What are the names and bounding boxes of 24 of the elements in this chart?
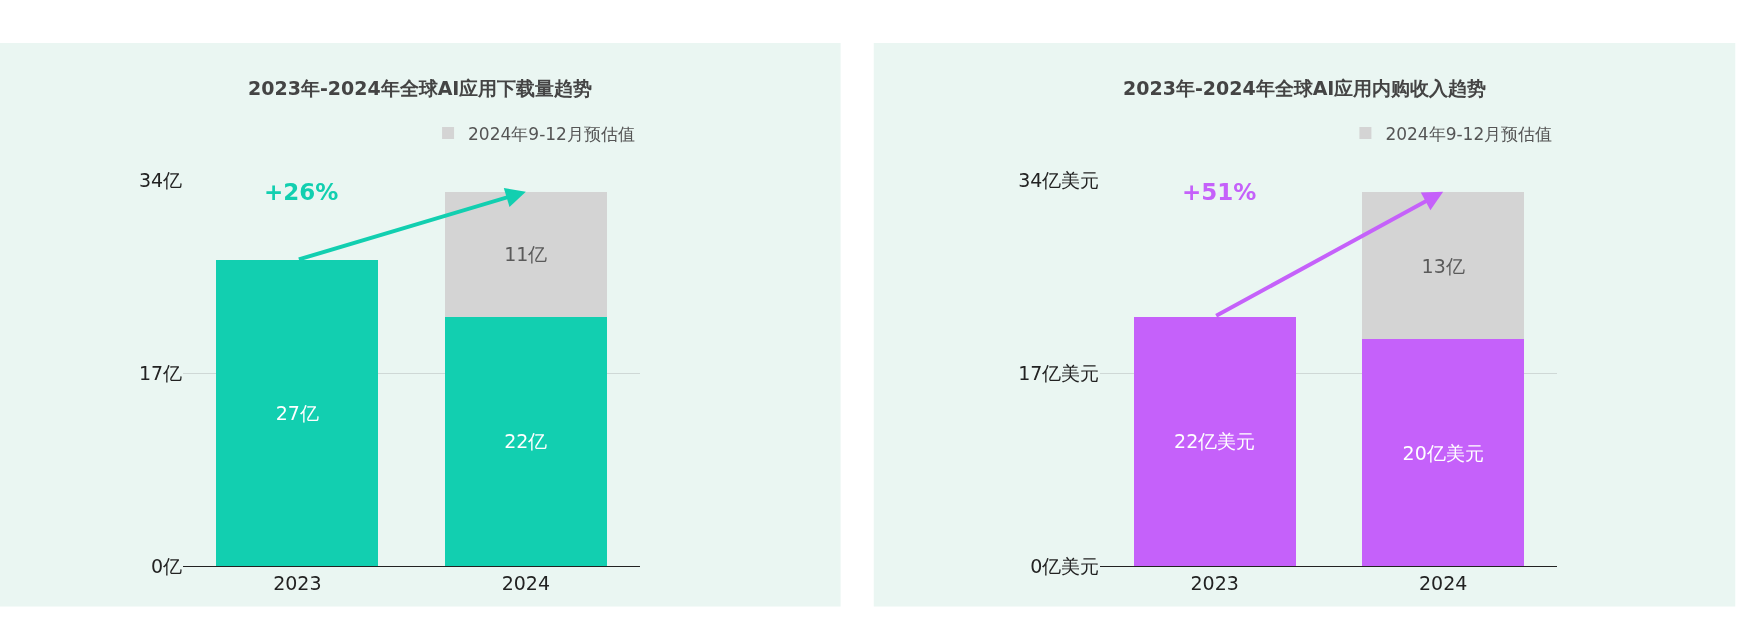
y-tick-label: 17亿美元 xyxy=(1018,361,1100,384)
data-label: 22亿美元 xyxy=(1174,430,1256,453)
x-tick-label: 2024 xyxy=(1418,571,1468,594)
x-tick-label: 2023 xyxy=(1190,571,1239,594)
y-tick-label: 0亿 xyxy=(151,554,183,577)
bar xyxy=(444,316,607,567)
x-tick-label: 2023 xyxy=(273,571,322,594)
legend-label: 2024年9-12月预估值 xyxy=(468,123,635,144)
x-tick-label: 2024 xyxy=(501,571,550,594)
data-label: 20亿美元 xyxy=(1402,441,1484,464)
data-label: 27亿 xyxy=(275,401,319,424)
y-tick-label: 17亿 xyxy=(138,361,183,384)
annotation: +51% xyxy=(1182,179,1257,205)
y-tick-label: 34亿美元 xyxy=(1018,169,1100,192)
data-label: 13亿 xyxy=(1421,254,1465,277)
bar xyxy=(1362,339,1525,567)
data-label: 22亿 xyxy=(504,430,548,453)
chart-title: 2023年-2024年全球AI应用内购收入趋势 xyxy=(1123,77,1487,99)
annotation: +26% xyxy=(264,179,339,205)
data-label: 11亿 xyxy=(504,243,548,266)
y-tick-label: 34亿 xyxy=(138,169,183,192)
y-tick-label: 0亿美元 xyxy=(1030,554,1100,577)
legend-label: 2024年9-12月预估值 xyxy=(1385,123,1553,144)
chart-title: 2023年-2024年全球AI应用下载量趋势 xyxy=(248,77,593,99)
